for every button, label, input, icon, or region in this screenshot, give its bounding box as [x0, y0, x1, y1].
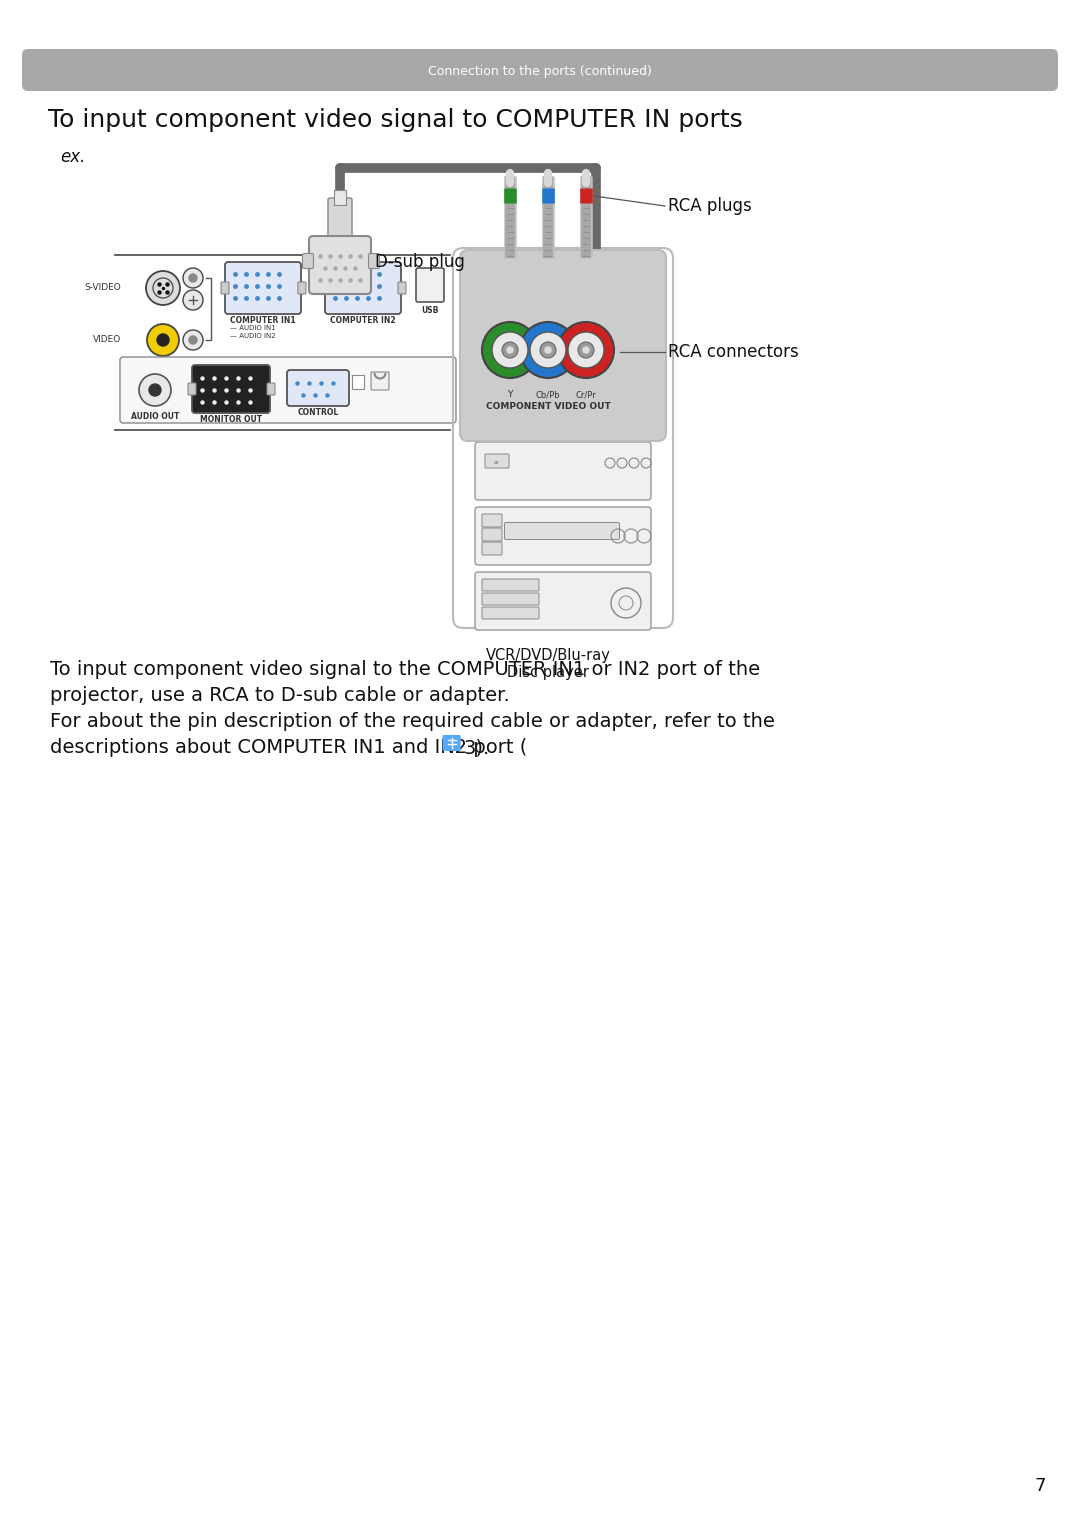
FancyBboxPatch shape	[475, 443, 651, 501]
Text: — AUDIO IN1: — AUDIO IN1	[230, 325, 275, 331]
FancyBboxPatch shape	[482, 528, 502, 542]
Text: 3).: 3).	[463, 739, 490, 757]
FancyBboxPatch shape	[287, 369, 349, 406]
Text: COMPUTER IN1: COMPUTER IN1	[230, 316, 296, 325]
FancyBboxPatch shape	[120, 357, 456, 423]
FancyBboxPatch shape	[22, 49, 1058, 92]
Circle shape	[149, 385, 161, 397]
Circle shape	[558, 322, 615, 378]
Text: VCR/DVD/Blu-ray
Disc player: VCR/DVD/Blu-ray Disc player	[486, 649, 610, 681]
FancyBboxPatch shape	[302, 253, 313, 269]
Circle shape	[189, 275, 197, 282]
Circle shape	[502, 342, 518, 359]
Text: Cr/Pr: Cr/Pr	[576, 391, 596, 398]
FancyBboxPatch shape	[192, 365, 270, 414]
FancyBboxPatch shape	[221, 282, 229, 295]
FancyBboxPatch shape	[267, 383, 275, 395]
Text: RCA connectors: RCA connectors	[669, 343, 799, 362]
Circle shape	[183, 330, 203, 349]
Text: 7: 7	[1035, 1477, 1045, 1495]
FancyBboxPatch shape	[325, 262, 401, 314]
Text: projector, use a RCA to D-sub cable or adapter.: projector, use a RCA to D-sub cable or a…	[50, 687, 510, 705]
FancyBboxPatch shape	[482, 514, 502, 526]
Circle shape	[189, 336, 197, 343]
FancyBboxPatch shape	[298, 282, 306, 295]
FancyBboxPatch shape	[225, 262, 301, 314]
Text: ex.: ex.	[60, 148, 85, 166]
Text: — AUDIO IN2: — AUDIO IN2	[230, 333, 275, 339]
FancyBboxPatch shape	[188, 383, 195, 395]
FancyBboxPatch shape	[482, 542, 502, 555]
FancyBboxPatch shape	[309, 237, 372, 295]
Text: COMPONENT VIDEO OUT: COMPONENT VIDEO OUT	[486, 401, 610, 410]
FancyBboxPatch shape	[416, 269, 444, 302]
FancyBboxPatch shape	[482, 607, 539, 620]
Text: VIDEO: VIDEO	[93, 336, 121, 345]
FancyBboxPatch shape	[475, 507, 651, 565]
Text: D-sub plug: D-sub plug	[375, 253, 464, 272]
FancyBboxPatch shape	[328, 198, 352, 243]
FancyBboxPatch shape	[368, 253, 379, 269]
Text: USB: USB	[421, 307, 438, 314]
Circle shape	[540, 342, 556, 359]
Circle shape	[157, 334, 168, 346]
Text: Y: Y	[508, 391, 513, 398]
Text: S-VIDEO: S-VIDEO	[84, 284, 121, 293]
Text: Connection to the ports (continued): Connection to the ports (continued)	[428, 66, 652, 78]
FancyBboxPatch shape	[475, 572, 651, 630]
Text: descriptions about COMPUTER IN1 and IN2 port (: descriptions about COMPUTER IN1 and IN2 …	[50, 739, 527, 757]
Text: AUDIO OUT: AUDIO OUT	[131, 412, 179, 421]
Circle shape	[519, 322, 576, 378]
FancyBboxPatch shape	[460, 250, 666, 441]
Circle shape	[544, 346, 552, 354]
FancyBboxPatch shape	[485, 455, 509, 468]
Bar	[334, 191, 346, 204]
Text: co: co	[495, 459, 500, 464]
FancyBboxPatch shape	[372, 372, 389, 391]
Circle shape	[183, 290, 203, 310]
Circle shape	[482, 322, 538, 378]
Circle shape	[183, 269, 203, 288]
Circle shape	[578, 342, 594, 359]
FancyBboxPatch shape	[399, 282, 406, 295]
Circle shape	[582, 346, 590, 354]
Circle shape	[147, 324, 179, 356]
Text: RCA plugs: RCA plugs	[669, 197, 752, 215]
Text: MONITOR OUT: MONITOR OUT	[200, 415, 262, 424]
Text: For about the pin description of the required cable or adapter, refer to the: For about the pin description of the req…	[50, 713, 774, 731]
Circle shape	[568, 333, 604, 368]
FancyBboxPatch shape	[504, 522, 620, 540]
FancyBboxPatch shape	[482, 578, 539, 591]
Circle shape	[139, 374, 171, 406]
FancyBboxPatch shape	[321, 282, 329, 295]
Circle shape	[146, 272, 180, 305]
Circle shape	[492, 333, 528, 368]
Circle shape	[530, 333, 566, 368]
Text: To input component video signal to COMPUTER IN ports: To input component video signal to COMPU…	[48, 108, 743, 133]
Text: CONTROL: CONTROL	[297, 407, 339, 417]
Text: To input component video signal to the COMPUTER IN1 or IN2 port of the: To input component video signal to the C…	[50, 661, 760, 679]
FancyBboxPatch shape	[482, 594, 539, 604]
Circle shape	[507, 346, 514, 354]
Text: Cb/Pb: Cb/Pb	[536, 391, 561, 398]
FancyBboxPatch shape	[443, 736, 460, 751]
Bar	[352, 375, 364, 389]
Text: COMPUTER IN2: COMPUTER IN2	[330, 316, 395, 325]
